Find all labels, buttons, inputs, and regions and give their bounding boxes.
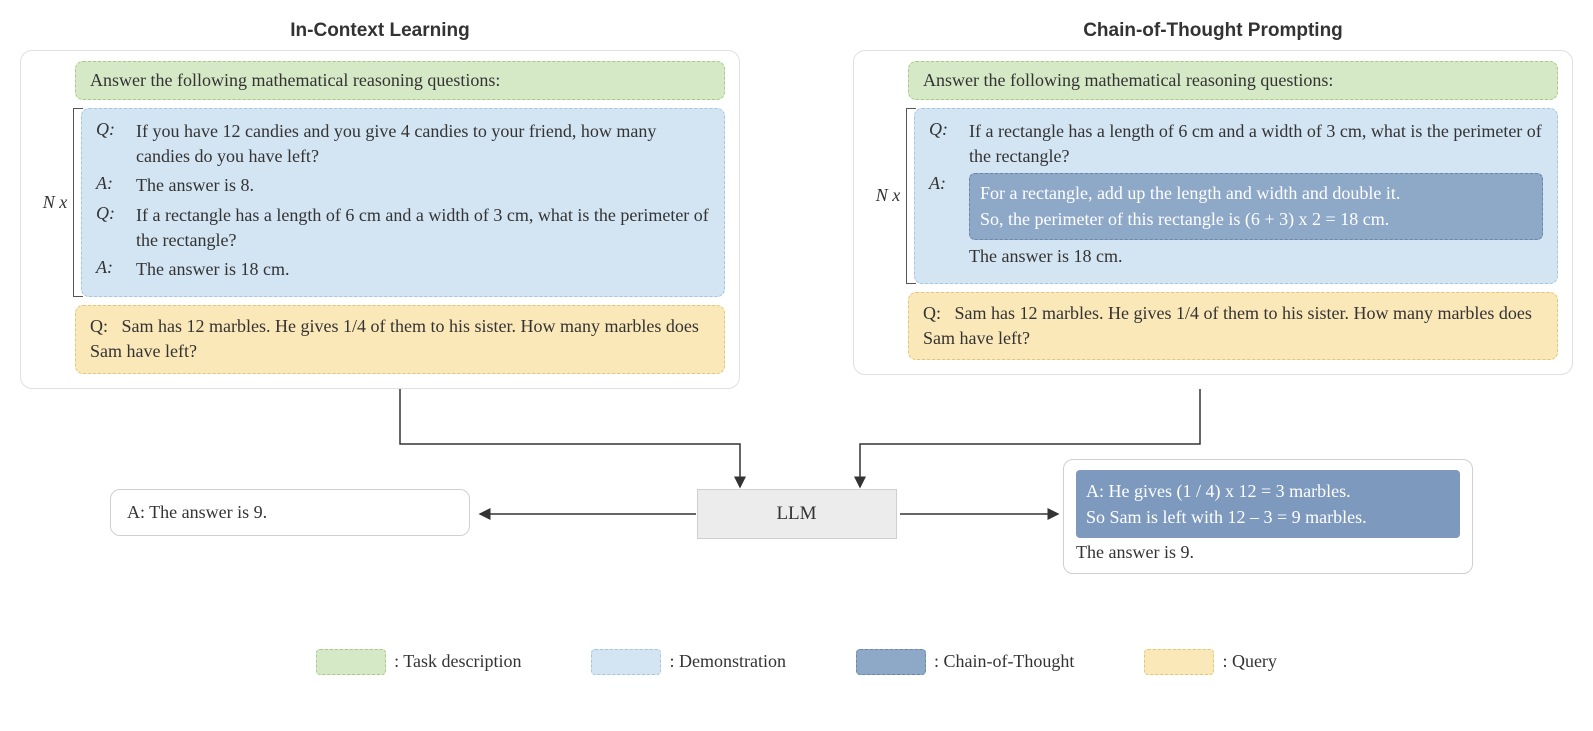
legend-item-query: : Query <box>1144 649 1276 675</box>
llm-label: LLM <box>776 503 816 525</box>
llm-box: LLM <box>697 489 897 539</box>
left-answer-box: A: The answer is 9. <box>110 489 470 536</box>
left-task-box: Answer the following mathematical reason… <box>75 61 725 100</box>
qa-row: A: For a rectangle, add up the length an… <box>929 173 1543 268</box>
legend-label: : Task description <box>394 651 521 672</box>
right-answer-box: A: He gives (1 / 4) x 12 = 3 marbles. So… <box>1063 459 1473 574</box>
qa-label: Q: <box>929 119 957 140</box>
qa-label: Q: <box>96 203 124 224</box>
left-query-box: Q: Sam has 12 marbles. He gives 1/4 of t… <box>75 305 725 373</box>
left-demo-wrapper: N x Q: If you have 12 candies and you gi… <box>35 108 725 297</box>
qa-row: Q: If you have 12 candies and you give 4… <box>96 119 710 169</box>
swatch-query <box>1144 649 1214 675</box>
legend-item-task: : Task description <box>316 649 521 675</box>
bracket-icon <box>73 108 83 297</box>
right-query-box: Q: Sam has 12 marbles. He gives 1/4 of t… <box>908 292 1558 360</box>
right-title: Chain-of-Thought Prompting <box>853 20 1573 42</box>
qa-row: Q: If a rectangle has a length of 6 cm a… <box>96 203 710 253</box>
diagram-container: In-Context Learning Answer the following… <box>20 20 1573 675</box>
qa-text: If a rectangle has a length of 6 cm and … <box>136 203 710 253</box>
cot-out-line: A: He gives (1 / 4) x 12 = 3 marbles. <box>1086 478 1450 504</box>
qa-row: Q: If a rectangle has a length of 6 cm a… <box>929 119 1543 169</box>
right-answer-final: The answer is 9. <box>1076 542 1460 563</box>
cot-output-box: A: He gives (1 / 4) x 12 = 3 marbles. So… <box>1076 470 1460 538</box>
right-demo-box: Q: If a rectangle has a length of 6 cm a… <box>914 108 1558 284</box>
nx-text: N x <box>876 185 901 206</box>
left-answer-text: A: The answer is 9. <box>127 502 267 522</box>
swatch-demo <box>591 649 661 675</box>
top-row: In-Context Learning Answer the following… <box>20 20 1573 389</box>
qa-text: The answer is 18 cm. <box>136 257 710 282</box>
legend-item-cot: : Chain-of-Thought <box>856 649 1074 675</box>
query-label: Q: <box>923 303 941 323</box>
legend-item-demo: : Demonstration <box>591 649 785 675</box>
qa-row: A: The answer is 18 cm. <box>96 257 710 282</box>
qa-answer-block: For a rectangle, add up the length and w… <box>969 173 1543 268</box>
left-column: In-Context Learning Answer the following… <box>20 20 740 389</box>
left-nx-label: N x <box>35 108 75 297</box>
legend: : Task description : Demonstration : Cha… <box>20 649 1573 675</box>
cot-line: So, the perimeter of this rectangle is (… <box>980 206 1532 232</box>
query-text: Sam has 12 marbles. He gives 1/4 of them… <box>923 303 1532 348</box>
qa-label: Q: <box>96 119 124 140</box>
right-column: Chain-of-Thought Prompting Answer the fo… <box>853 20 1573 389</box>
swatch-task <box>316 649 386 675</box>
right-nx-label: N x <box>868 108 908 284</box>
qa-label: A: <box>929 173 957 194</box>
legend-label: : Chain-of-Thought <box>934 651 1074 672</box>
qa-label: A: <box>96 173 124 194</box>
qa-row: A: The answer is 8. <box>96 173 710 198</box>
left-title: In-Context Learning <box>20 20 740 42</box>
legend-label: : Demonstration <box>669 651 785 672</box>
right-demo-wrapper: N x Q: If a rectangle has a length of 6 … <box>868 108 1558 284</box>
cot-out-line: So Sam is left with 12 – 3 = 9 marbles. <box>1086 504 1450 530</box>
left-panel: Answer the following mathematical reason… <box>20 50 740 389</box>
cot-inline-box: For a rectangle, add up the length and w… <box>969 173 1543 239</box>
right-panel: Answer the following mathematical reason… <box>853 50 1573 375</box>
qa-text: The answer is 8. <box>136 173 710 198</box>
nx-text: N x <box>43 192 68 213</box>
query-text: Sam has 12 marbles. He gives 1/4 of them… <box>90 316 699 361</box>
answer-final: The answer is 18 cm. <box>969 244 1543 269</box>
qa-text: If you have 12 candies and you give 4 ca… <box>136 119 710 169</box>
left-demo-box: Q: If you have 12 candies and you give 4… <box>81 108 725 297</box>
swatch-cot <box>856 649 926 675</box>
right-task-box: Answer the following mathematical reason… <box>908 61 1558 100</box>
legend-label: : Query <box>1222 651 1276 672</box>
cot-line: For a rectangle, add up the length and w… <box>980 180 1532 206</box>
qa-label: A: <box>96 257 124 278</box>
bracket-icon <box>906 108 916 284</box>
qa-text: If a rectangle has a length of 6 cm and … <box>969 119 1543 169</box>
query-label: Q: <box>90 316 108 336</box>
mid-section: LLM A: The answer is 9. A: He gives (1 /… <box>20 389 1573 619</box>
